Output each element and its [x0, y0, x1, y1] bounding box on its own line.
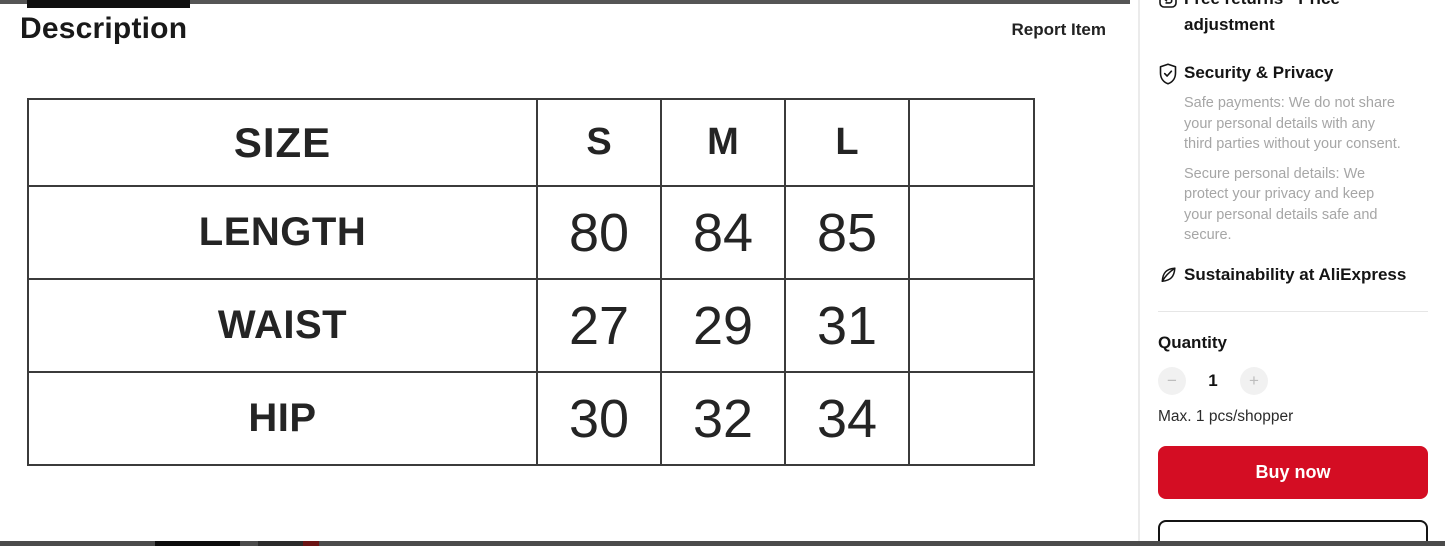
- row-label: WAIST: [27, 278, 538, 373]
- leaf-icon: [1158, 265, 1178, 285]
- table-col-s: S: [536, 98, 662, 187]
- cell-value: 30: [536, 371, 662, 466]
- quantity-label: Quantity: [1158, 332, 1227, 352]
- cell-value: 85: [784, 185, 910, 280]
- page-title: Description: [20, 12, 188, 45]
- cell-value: 80: [536, 185, 662, 280]
- table-row-hip: HIP 30 32 34: [27, 371, 1035, 466]
- benefit-free-returns[interactable]: Free returns · Price adjustment: [1158, 0, 1428, 38]
- benefit-sustainability[interactable]: Sustainability at AliExpress: [1158, 262, 1428, 288]
- bottom-section-edge: [0, 541, 1445, 546]
- cell-value: 31: [784, 278, 910, 373]
- sidebar-divider: [1158, 310, 1428, 312]
- report-item-link[interactable]: Report Item: [1011, 20, 1106, 39]
- quantity-decrease-button[interactable]: −: [1158, 366, 1186, 395]
- cell-value: 32: [660, 371, 786, 466]
- table-corner-cell: SIZE: [27, 98, 538, 187]
- cell-value: [908, 185, 1035, 280]
- benefit-title: Sustainability at AliExpress: [1184, 264, 1407, 284]
- description-section: Description Report Item SIZE S M L LENGT…: [20, 12, 1106, 466]
- table-col-empty: [908, 98, 1035, 187]
- quantity-increase-button[interactable]: +: [1240, 366, 1268, 395]
- shield-check-icon: [1158, 63, 1178, 85]
- table-row-length: LENGTH 80 84 85: [27, 185, 1035, 280]
- bottom-edge-segment: [303, 541, 319, 546]
- cell-value: 84: [660, 185, 786, 280]
- top-section-divider: [0, 0, 1130, 4]
- benefit-title: Free returns · Price adjustment: [1184, 0, 1340, 34]
- table-row-waist: WAIST 27 29 31: [27, 278, 1035, 373]
- cell-value: 27: [536, 278, 662, 373]
- quantity-value: 1: [1208, 370, 1218, 390]
- secure-details-paragraph: Secure personal details: We protect your…: [1184, 165, 1378, 244]
- purchase-sidebar: Free returns · Price adjustment Security…: [1158, 0, 1428, 546]
- table-col-l: L: [784, 98, 910, 187]
- bottom-edge-segment: [155, 541, 240, 546]
- returns-icon: [1158, 0, 1178, 9]
- table-header-row: SIZE S M L: [27, 98, 1035, 187]
- table-col-m: M: [660, 98, 786, 187]
- security-description: Safe payments: We do not share your pers…: [1184, 93, 1428, 246]
- cell-value: [908, 371, 1035, 466]
- cell-value: 29: [660, 278, 786, 373]
- row-label: LENGTH: [27, 185, 538, 280]
- row-label: HIP: [27, 371, 538, 466]
- active-tab-underline: [27, 0, 190, 8]
- bottom-edge-segment: [258, 541, 303, 546]
- content-sidebar-divider: [1138, 0, 1140, 546]
- benefit-title: Security & Privacy: [1184, 63, 1334, 82]
- size-chart-table: SIZE S M L LENGTH 80 84 85 WAIST 27 29 3…: [27, 98, 1035, 466]
- safe-payments-paragraph: Safe payments: We do not share your pers…: [1184, 95, 1401, 152]
- cell-value: 34: [784, 371, 910, 466]
- cell-value: [908, 278, 1035, 373]
- quantity-stepper: − 1 +: [1158, 366, 1428, 395]
- benefit-security[interactable]: Security & Privacy: [1158, 60, 1428, 86]
- buy-now-button[interactable]: Buy now: [1158, 445, 1428, 499]
- quantity-max-note: Max. 1 pcs/shopper: [1158, 407, 1294, 425]
